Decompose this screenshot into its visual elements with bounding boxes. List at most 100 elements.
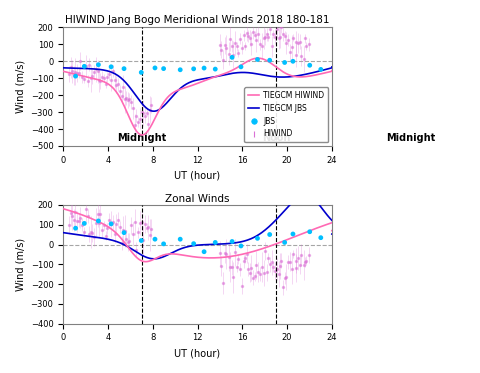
Point [392,67,400,73]
Point [396,76,403,82]
Point [292,265,300,271]
Point [160,241,168,247]
Point [405,83,412,89]
Point [238,283,246,289]
Point [146,107,154,113]
Point [426,283,433,289]
Point [95,76,103,82]
Point [122,95,130,101]
Point [221,250,228,256]
Point [120,230,128,236]
Point [403,62,410,68]
Point [176,67,184,73]
Point [256,41,264,47]
Point [390,230,398,236]
Point [263,31,271,37]
Point [439,76,446,82]
Point [112,220,120,226]
Point [121,228,129,234]
Point [294,255,302,261]
Point [397,80,405,86]
Point [409,73,417,79]
Point [254,269,262,275]
Point [108,64,115,70]
Point [420,284,428,290]
Point [118,240,125,246]
Point [142,221,149,227]
Point [433,70,441,76]
Point [439,267,446,273]
Point [81,63,88,69]
Point [223,251,230,257]
Point [219,57,227,63]
Point [87,229,95,235]
Point [67,210,74,216]
Point [131,122,138,128]
Point [298,252,305,258]
Point [223,46,230,51]
Point [78,222,86,228]
Point [251,32,259,38]
Point [266,26,274,32]
Point [247,265,255,271]
Point [114,217,121,223]
Point [72,73,79,79]
Point [276,34,284,40]
Point [84,78,92,84]
Point [96,78,104,84]
Point [356,68,364,74]
Point [282,274,290,280]
Point [266,57,274,63]
Point [317,66,324,72]
Point [217,47,225,53]
X-axis label: UT (hour): UT (hour) [174,170,221,180]
Point [356,239,364,245]
Point [143,225,150,231]
Point [107,77,115,83]
Point [445,71,453,77]
Point [250,275,257,280]
Point [415,260,423,266]
Point [445,258,453,264]
Point [384,73,391,79]
Point [273,266,281,272]
Point [104,225,111,231]
Point [397,266,405,272]
Point [111,77,119,83]
Point [246,35,253,41]
Point [396,272,403,278]
Point [392,256,400,262]
Point [129,231,136,236]
Point [420,59,428,65]
Point [266,261,274,267]
Point [284,37,292,43]
Point [258,264,265,270]
X-axis label: UT (hour): UT (hour) [174,348,221,358]
Point [151,65,159,71]
Point [221,42,228,48]
Point [301,35,309,41]
Point [92,66,100,72]
Point [107,221,115,227]
Point [403,74,411,80]
Y-axis label: Wind (m/s): Wind (m/s) [15,60,25,113]
Point [234,50,241,56]
Point [448,257,456,263]
Point [395,70,402,76]
Point [244,266,252,272]
Point [306,62,313,68]
Point [65,222,72,228]
Point [256,271,264,277]
Point [420,87,428,93]
Point [238,44,246,50]
Point [287,49,294,55]
Title: HIWIND Jang Bogo Meridional Winds 2018 180-181: HIWIND Jang Bogo Meridional Winds 2018 1… [65,15,330,25]
Point [298,53,305,59]
Point [151,236,159,242]
Point [408,278,415,284]
Point [317,235,324,241]
Point [100,222,108,228]
Point [99,228,107,233]
Point [294,40,302,46]
Point [252,262,260,268]
